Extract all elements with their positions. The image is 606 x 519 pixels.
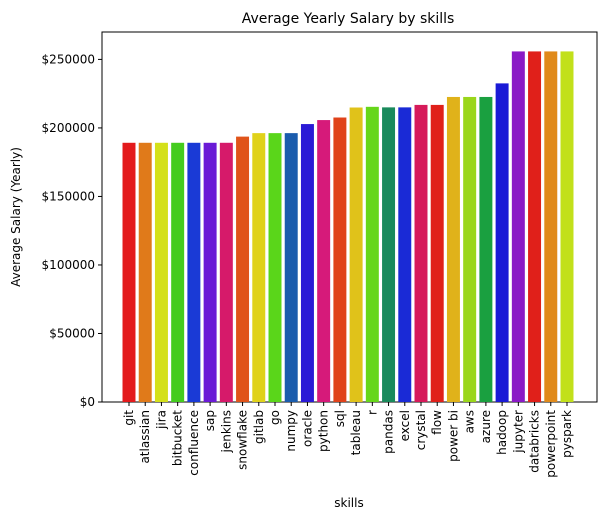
x-tick-label: git (122, 410, 136, 426)
bar-atlassian (138, 142, 152, 402)
x-tick-label: jupyter (511, 410, 525, 454)
x-tick-label: crystal (414, 410, 428, 450)
x-tick-label: excel (398, 410, 412, 441)
y-tick-label: $100000 (42, 258, 95, 272)
bar-oracle (300, 124, 314, 403)
bar-git (122, 142, 136, 402)
bar-python (317, 120, 331, 403)
x-tick-label: jenkins (219, 410, 233, 453)
bar-databricks (528, 51, 542, 402)
bar-flow (430, 104, 444, 403)
x-tick-label: pyspark (560, 410, 574, 458)
bar-pyspark (560, 51, 574, 402)
x-tick-label: jira (154, 410, 168, 430)
bar-r (365, 106, 379, 403)
x-tick-label: numpy (284, 410, 298, 452)
y-axis: $0 $50000 $100000 $150000 $200000 $250000 (42, 52, 102, 409)
bar-jenkins (219, 142, 233, 402)
x-tick-label: tableau (349, 410, 363, 455)
y-tick-label: $200000 (42, 121, 95, 135)
x-tick-label: python (317, 410, 331, 452)
x-tick-label: power bi (446, 410, 460, 462)
x-axis-label: skills (334, 496, 363, 510)
x-tick-label: bitbucket (171, 410, 185, 466)
x-tick-label: sap (203, 410, 217, 431)
bar-confluence (187, 142, 201, 402)
x-tick-label: atlassian (138, 410, 152, 464)
x-tick-label: gitlab (252, 410, 266, 444)
bar-jira (154, 142, 168, 402)
bars (122, 51, 574, 403)
bar-sql (333, 117, 347, 402)
x-tick-label: aws (463, 410, 477, 433)
bar-go (268, 133, 282, 402)
bar-azure (479, 96, 493, 402)
x-tick-label: azure (479, 410, 493, 443)
plot-frame (101, 31, 598, 403)
x-tick-label: hadoop (495, 410, 509, 455)
bar-tableau (349, 107, 363, 402)
y-tick-label: $150000 (42, 189, 95, 203)
bar-gitlab (252, 133, 266, 402)
bar-crystal (414, 104, 428, 403)
x-tick-label: powerpoint (544, 410, 558, 478)
bar-snowflake (236, 136, 250, 402)
bar-excel (398, 107, 412, 403)
x-tick-label: databricks (528, 410, 542, 473)
bar-power-bi (446, 96, 460, 402)
bar-numpy (284, 133, 298, 402)
chart-title: Average Yearly Salary by skills (242, 11, 455, 27)
bar-sap (203, 142, 217, 402)
x-tick-label: flow (430, 410, 444, 435)
x-tick-label: go (268, 410, 282, 425)
bar-pandas (382, 107, 396, 403)
x-tick-label: confluence (187, 410, 201, 476)
bar-aws (463, 96, 477, 402)
bar-hadoop (495, 83, 509, 402)
x-tick-label: snowflake (236, 410, 250, 470)
y-tick-label: $250000 (42, 52, 95, 66)
y-axis-label: Average Salary (Yearly) (9, 147, 23, 287)
x-tick-label: r (365, 410, 379, 415)
bar-bitbucket (171, 142, 185, 402)
bar-jupyter (511, 51, 525, 402)
bar-powerpoint (544, 51, 558, 402)
x-tick-label: sql (333, 410, 347, 427)
x-tick-label: pandas (382, 410, 396, 454)
y-tick-label: $50000 (49, 326, 95, 340)
y-tick-label: $0 (80, 395, 95, 409)
x-axis: git atlassian jira bitbucket confluence sap je… (122, 402, 574, 478)
x-tick-label: oracle (300, 410, 314, 447)
